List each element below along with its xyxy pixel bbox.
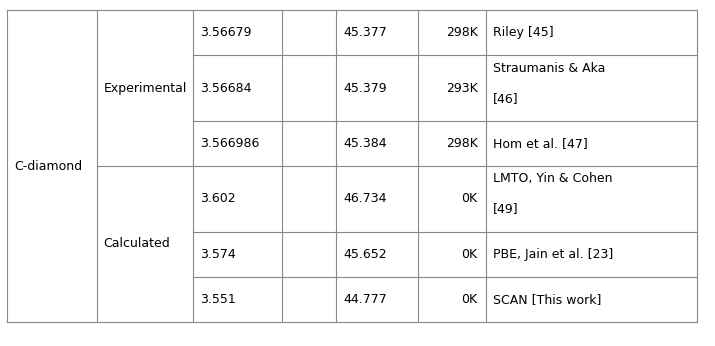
- Text: 3.551: 3.551: [200, 293, 236, 306]
- Text: 0K: 0K: [461, 192, 478, 206]
- Text: Experimental: Experimental: [104, 82, 187, 95]
- Text: Calculated: Calculated: [104, 237, 170, 251]
- Text: 298K: 298K: [445, 26, 478, 39]
- Text: 3.602: 3.602: [200, 192, 236, 206]
- Text: PBE, Jain et al. [23]: PBE, Jain et al. [23]: [493, 248, 613, 261]
- Text: 293K: 293K: [446, 82, 478, 95]
- Text: 44.777: 44.777: [343, 293, 387, 306]
- Text: Hom et al. [47]: Hom et al. [47]: [493, 137, 588, 150]
- Text: 3.56679: 3.56679: [200, 26, 252, 39]
- Text: 3.574: 3.574: [200, 248, 236, 261]
- Text: C-diamond: C-diamond: [14, 160, 82, 173]
- Text: Riley [45]: Riley [45]: [493, 26, 554, 39]
- Text: 46.734: 46.734: [343, 192, 387, 206]
- Text: Straumanis & Aka

[46]: Straumanis & Aka [46]: [493, 62, 606, 104]
- Text: 0K: 0K: [461, 293, 478, 306]
- Text: 3.56684: 3.56684: [200, 82, 252, 95]
- Text: SCAN [This work]: SCAN [This work]: [493, 293, 602, 306]
- Text: LMTO, Yin & Cohen

[49]: LMTO, Yin & Cohen [49]: [493, 172, 613, 215]
- Text: 0K: 0K: [461, 248, 478, 261]
- Text: 45.652: 45.652: [343, 248, 387, 261]
- Text: 3.566986: 3.566986: [200, 137, 260, 150]
- Text: 45.377: 45.377: [343, 26, 387, 39]
- Text: 45.384: 45.384: [343, 137, 387, 150]
- Text: 298K: 298K: [445, 137, 478, 150]
- Text: 45.379: 45.379: [343, 82, 387, 95]
